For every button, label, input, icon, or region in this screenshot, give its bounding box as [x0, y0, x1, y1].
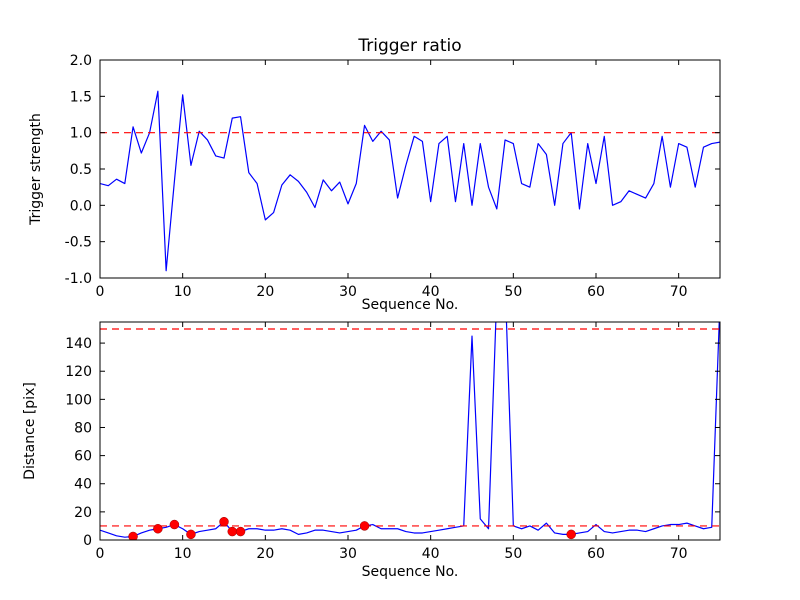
trigger-event-markers — [235, 526, 246, 537]
bottom-x-axis-label: Sequence No. — [361, 564, 459, 580]
distance-subplot: 0 10 20 30 40 50 60 70 0 20 40 60 80 100 120 140 — [65, 321, 721, 562]
top-y-axis-label: Trigger strength — [28, 113, 44, 225]
y-tick-label: 0 — [83, 533, 92, 549]
y-tick-label: 40 — [74, 477, 92, 493]
y-tick-label: 140 — [65, 336, 92, 352]
x-tick-label: 50 — [504, 546, 522, 562]
y-tick-label: 80 — [74, 420, 92, 436]
y-tick-label: 60 — [74, 449, 92, 465]
x-tick-label: 0 — [96, 284, 105, 300]
chart-title: Trigger ratio — [358, 36, 462, 56]
top-x-axis-label: Sequence No. — [361, 297, 459, 313]
distance-line — [100, 322, 720, 538]
x-tick-label: 60 — [587, 284, 605, 300]
trigger-event-markers — [153, 523, 163, 534]
x-tick-label: 20 — [256, 284, 274, 300]
trigger-strength-line — [100, 90, 720, 272]
y-tick-label: 20 — [74, 505, 92, 521]
x-tick-label: 40 — [422, 546, 440, 562]
bottom-y-axis-label: Distance [pix] — [22, 382, 38, 480]
y-tick-label: -1.0 — [65, 271, 92, 287]
trigger-event-markers — [219, 516, 229, 527]
x-tick-label: 40 — [422, 284, 440, 300]
x-tick-label: 70 — [670, 284, 688, 300]
y-tick-label: 0.0 — [70, 198, 92, 214]
y-tick-label: 0.5 — [70, 162, 92, 178]
y-tick-label: 100 — [65, 392, 92, 408]
trigger-event-markers — [359, 521, 370, 531]
x-tick-label: 50 — [504, 284, 522, 300]
x-tick-label: 10 — [174, 546, 192, 562]
trigger-event-markers — [227, 526, 238, 537]
y-tick-label: 120 — [65, 364, 92, 380]
y-tick-label: -0.5 — [65, 235, 92, 251]
trigger-event-markers — [566, 529, 576, 540]
x-tick-label: 70 — [670, 546, 688, 562]
y-tick-label: 1.0 — [70, 126, 92, 142]
x-tick-label: 0 — [96, 546, 105, 562]
trigger-ratio-subplot: 0 10 20 30 40 50 60 70 -1.0 -0.5 0.0 0.5 1.0 1.5 2.0 — [65, 53, 721, 300]
y-tick-label: 1.5 — [70, 89, 92, 105]
trigger-event-markers — [128, 531, 138, 540]
y-tick-label: 2.0 — [70, 53, 92, 69]
trigger-event-markers — [186, 529, 196, 540]
x-tick-label: 60 — [587, 546, 605, 562]
x-tick-label: 30 — [339, 284, 357, 300]
trigger-event-markers — [169, 519, 180, 530]
x-tick-label: 20 — [256, 546, 274, 562]
x-tick-label: 30 — [339, 546, 357, 562]
x-tick-label: 10 — [174, 284, 192, 300]
